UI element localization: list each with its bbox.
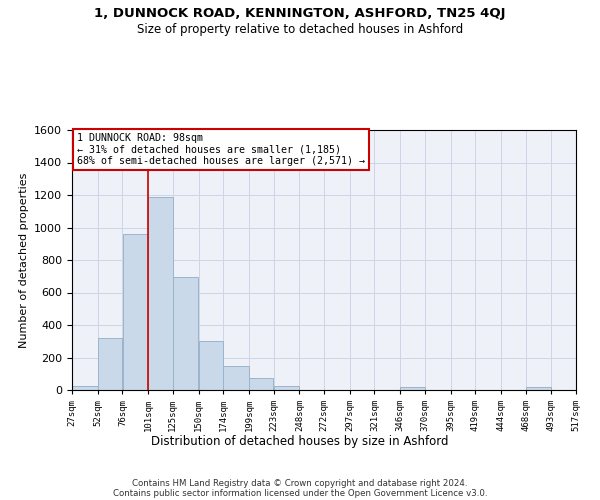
Text: 1 DUNNOCK ROAD: 98sqm
← 31% of detached houses are smaller (1,185)
68% of semi-d: 1 DUNNOCK ROAD: 98sqm ← 31% of detached … <box>77 132 365 166</box>
Bar <box>249 378 274 390</box>
Bar <box>274 386 299 390</box>
Bar <box>173 277 199 390</box>
Bar <box>526 387 551 390</box>
Y-axis label: Number of detached properties: Number of detached properties <box>19 172 29 348</box>
Bar <box>223 366 249 390</box>
Text: Size of property relative to detached houses in Ashford: Size of property relative to detached ho… <box>137 22 463 36</box>
Bar <box>199 341 223 390</box>
Bar <box>400 387 425 390</box>
Text: Contains public sector information licensed under the Open Government Licence v3: Contains public sector information licen… <box>113 488 487 498</box>
Text: 1, DUNNOCK ROAD, KENNINGTON, ASHFORD, TN25 4QJ: 1, DUNNOCK ROAD, KENNINGTON, ASHFORD, TN… <box>94 8 506 20</box>
Text: Distribution of detached houses by size in Ashford: Distribution of detached houses by size … <box>151 435 449 448</box>
Bar <box>98 338 122 390</box>
Bar <box>148 198 173 390</box>
Bar <box>122 234 148 390</box>
Bar <box>72 386 98 390</box>
Text: Contains HM Land Registry data © Crown copyright and database right 2024.: Contains HM Land Registry data © Crown c… <box>132 478 468 488</box>
